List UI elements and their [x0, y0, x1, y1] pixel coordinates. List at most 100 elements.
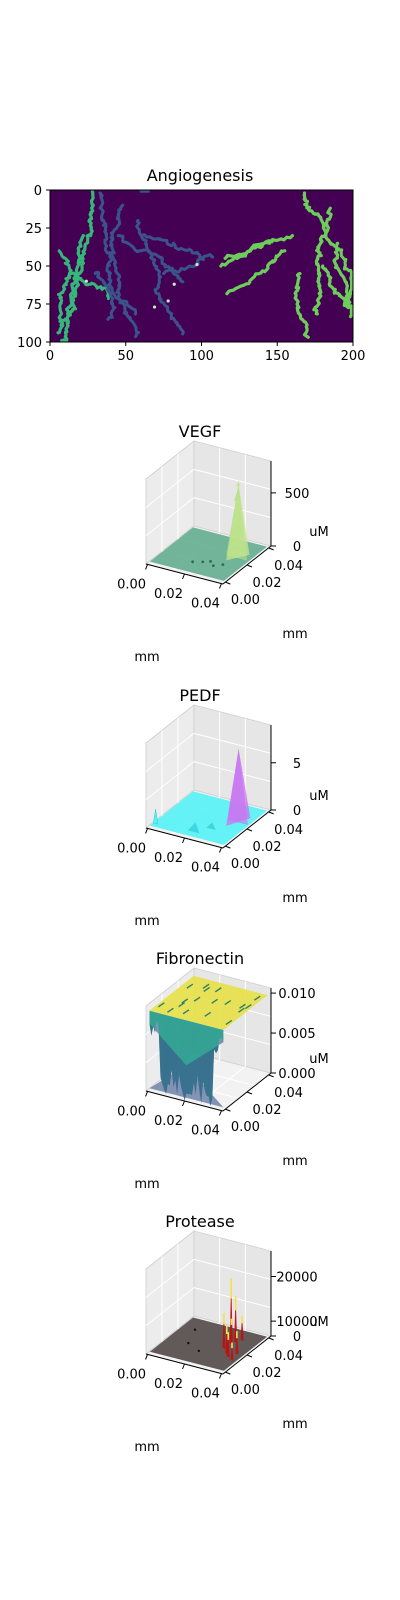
y-tick-mark: [268, 547, 274, 551]
vessel-segment: [98, 191, 140, 339]
y-tick-mark: [246, 564, 253, 568]
y-tick-mark: [268, 811, 274, 815]
surface-vessel-mark: [182, 1009, 190, 1015]
surface-vessel-mark: [244, 1003, 252, 1010]
x-tick-mark: [218, 1373, 222, 1379]
y-tick-label: 0: [34, 184, 42, 199]
surface-vessel-mark: [193, 996, 201, 1002]
y-tick-label: 0.00: [231, 593, 260, 608]
x-tick-label: 100: [189, 349, 214, 364]
vessel-segment: [135, 218, 185, 336]
y-tick-label: 75: [25, 298, 42, 313]
y-tick-mark: [246, 1354, 253, 1358]
y-tick-label: 0.02: [253, 1103, 282, 1118]
vessel-segment: [320, 264, 354, 319]
surface-blip: [209, 560, 212, 563]
x-tick-mark: [145, 564, 149, 570]
vessel-segment: [225, 249, 287, 296]
y-tick-mark: [225, 845, 231, 849]
surface-peak: [226, 748, 251, 826]
x-tick-label: 0.02: [154, 1114, 183, 1129]
x-tick-mark: [218, 583, 222, 589]
y-tick-mark: [268, 1074, 274, 1078]
surface-blip: [211, 564, 215, 568]
z-axis-label: uM: [309, 789, 328, 804]
vessel-segment: [93, 270, 138, 316]
back-grid-line: [193, 761, 272, 783]
surface-spike: [240, 1315, 244, 1341]
y-tick-label: 50: [25, 260, 42, 275]
x-axis-label: mm: [134, 650, 159, 665]
surface-vessel-mark: [238, 1007, 245, 1013]
vessel-tip: [172, 282, 176, 286]
back-grid-line: [193, 468, 272, 490]
x-tick-mark: [182, 1363, 185, 1370]
x-tick-mark: [145, 1354, 149, 1360]
left-grid-line: [145, 1258, 195, 1298]
surface-low-region: [149, 1021, 224, 1108]
surface-blip: [193, 1328, 197, 1331]
surface-vessel-mark: [214, 987, 222, 993]
x-tick-label: 0.02: [154, 851, 183, 866]
y-tick-label: 0.04: [274, 823, 303, 838]
z-tick-label: 10000: [276, 1315, 317, 1330]
vessel-segment: [293, 272, 310, 339]
vessel-segment: [105, 203, 125, 321]
x-axis-label: mm: [134, 914, 159, 929]
left-grid-line: [145, 468, 195, 508]
x-tick-label: 0.04: [191, 1387, 220, 1402]
z-tick-label: 0.005: [278, 1027, 315, 1042]
surface-vessel-mark: [203, 986, 211, 993]
surface-vessel-mark: [186, 983, 194, 989]
x-tick-label: 200: [341, 349, 366, 364]
vessel-segment: [334, 241, 353, 305]
y-tick-label: 0.02: [253, 576, 282, 591]
x-tick-mark: [218, 1110, 222, 1116]
y-tick-label: 0.04: [274, 559, 303, 574]
y-tick-label: 0.00: [231, 1383, 260, 1398]
x-tick-label: 0.00: [117, 841, 146, 856]
fibronectin-title: Fibronectin: [156, 949, 244, 968]
back-grid-line: [193, 732, 272, 754]
x-tick-label: 0.00: [117, 577, 146, 592]
vessel-tip: [152, 305, 157, 309]
x-tick-mark: [182, 573, 185, 580]
vegf-title: VEGF: [179, 422, 222, 441]
vessel-segment: [312, 206, 333, 316]
x-tick-label: 50: [117, 349, 134, 364]
vessel-tip: [84, 279, 88, 283]
vessel-segment: [162, 257, 205, 276]
y-tick-mark: [268, 1337, 274, 1341]
surface-vessel-mark: [239, 1003, 246, 1009]
surface-base: [149, 1317, 268, 1371]
surface-spike: [234, 1296, 238, 1343]
z-tick-label: 0: [293, 804, 301, 819]
protease-surface: [149, 1278, 268, 1371]
vessel-segment: [223, 240, 272, 260]
z-tick-label: 500: [285, 487, 310, 502]
surface-blip: [201, 560, 205, 564]
back-grid-line: [193, 1287, 272, 1309]
x-tick-label: 0.04: [191, 597, 220, 612]
x-tick-mark: [182, 1100, 185, 1107]
x-tick-label: 0.02: [154, 587, 183, 602]
z-tick-label: 0: [293, 540, 301, 555]
y-tick-mark: [225, 1371, 231, 1375]
angiogenesis-vessel-network: [56, 189, 354, 343]
protease-title: Protease: [165, 1212, 234, 1231]
vegf-surface: [149, 480, 268, 581]
z-axis-label: uM: [309, 525, 328, 540]
y-tick-label: 0.04: [274, 1349, 303, 1364]
z-axis-label: uM: [309, 1315, 328, 1330]
surface-blip: [187, 1341, 190, 1345]
y-tick-mark: [225, 581, 231, 585]
x-tick-label: 0.00: [117, 1104, 146, 1119]
surface-blip: [221, 563, 225, 566]
left-grid-line: [145, 497, 195, 537]
x-tick-mark: [218, 847, 222, 853]
vessel-segment: [60, 234, 85, 343]
x-tick-label: 0.02: [154, 1377, 183, 1392]
x-tick-label: 0.00: [117, 1367, 146, 1382]
left-grid-line: [145, 1287, 195, 1327]
